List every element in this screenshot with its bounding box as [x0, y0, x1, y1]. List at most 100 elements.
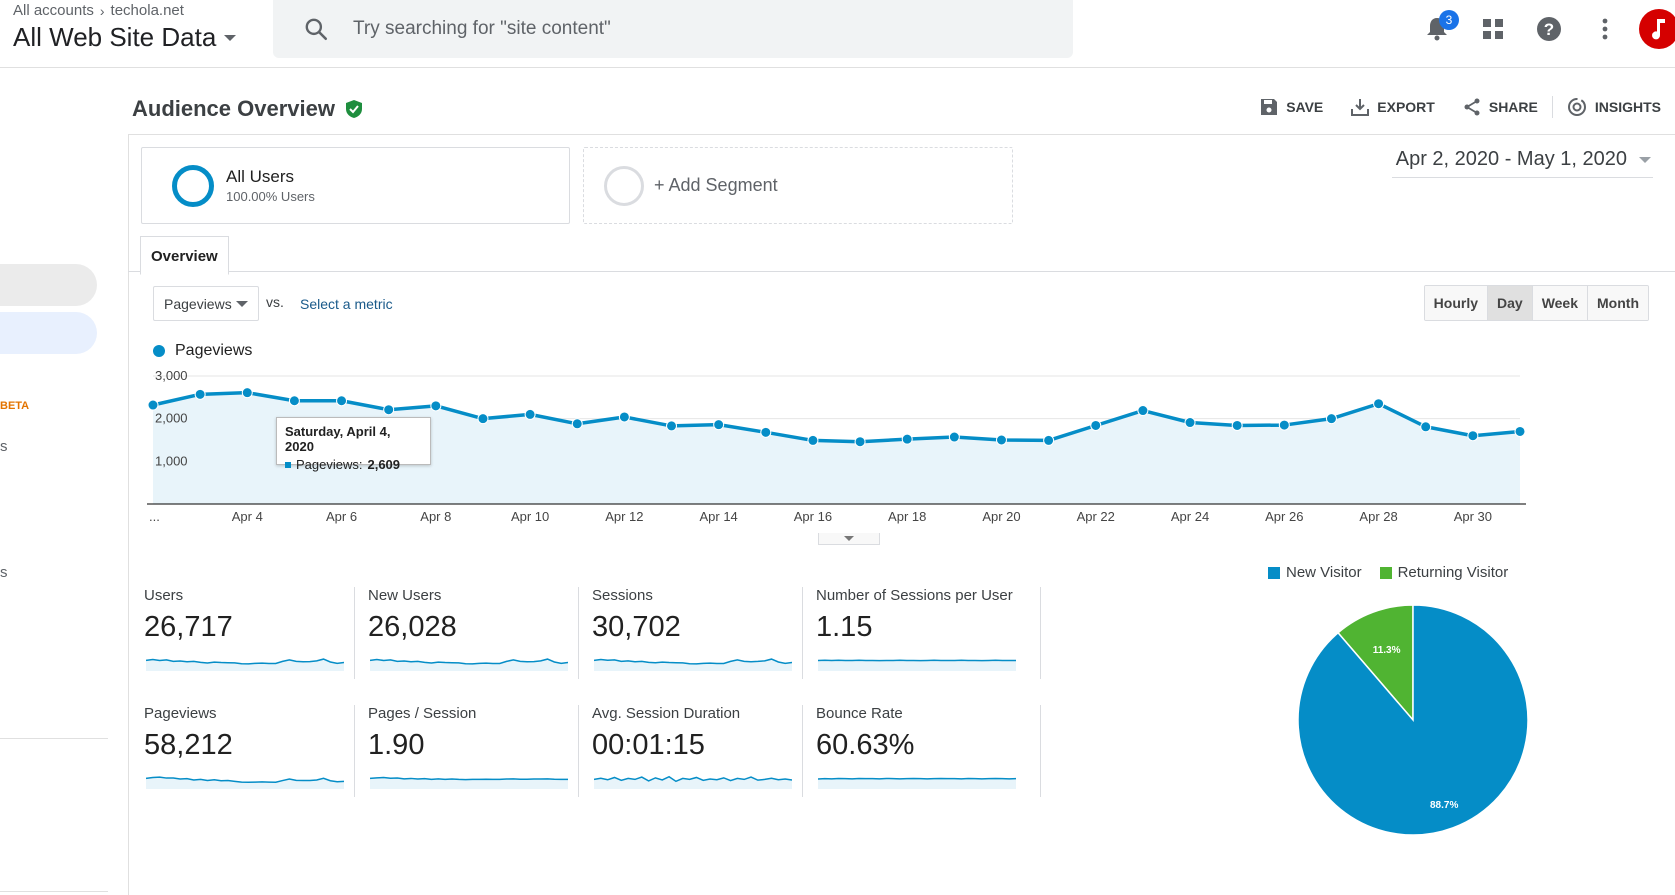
- help-button[interactable]: ?: [1521, 1, 1577, 57]
- x-tick-label: Apr 8: [420, 509, 451, 524]
- add-segment-label: + Add Segment: [654, 175, 778, 195]
- data-point[interactable]: [194, 388, 206, 400]
- caret-down-icon: [224, 34, 237, 41]
- scorecard[interactable]: Pageviews 58,212: [144, 705, 368, 795]
- data-point[interactable]: [1231, 419, 1243, 431]
- scorecard-value: 1.15: [816, 611, 873, 643]
- data-point[interactable]: [571, 418, 583, 430]
- data-point[interactable]: [1325, 413, 1337, 425]
- data-point[interactable]: [995, 434, 1007, 446]
- data-point[interactable]: [618, 411, 630, 423]
- granularity-day-button[interactable]: Day: [1488, 286, 1533, 320]
- data-point[interactable]: [383, 404, 395, 416]
- scorecard[interactable]: Users 26,717: [144, 587, 368, 677]
- more-options-button[interactable]: [1577, 1, 1633, 57]
- scorecard-name: Pageviews: [144, 705, 217, 722]
- tooltip-swatch-icon: [285, 461, 291, 468]
- sparkline-area: [818, 778, 1016, 789]
- nav-item-selected[interactable]: [0, 312, 97, 354]
- legend-swatch-icon: [1268, 566, 1280, 579]
- scorecard[interactable]: Bounce Rate 60.63%: [816, 705, 1040, 795]
- scorecard-divider: [354, 705, 355, 797]
- data-point[interactable]: [1137, 405, 1149, 417]
- data-point[interactable]: [1184, 417, 1196, 429]
- segment-all-users[interactable]: All Users 100.00% Users: [141, 147, 570, 224]
- share-icon: [1464, 98, 1480, 116]
- granularity-week-button[interactable]: Week: [1532, 286, 1589, 320]
- scorecard[interactable]: Pages / Session 1.90: [368, 705, 592, 795]
- page-title-text: Audience Overview: [132, 96, 335, 121]
- data-point[interactable]: [901, 433, 913, 445]
- sparkline-area: [818, 660, 1016, 671]
- data-point[interactable]: [666, 420, 678, 432]
- date-range-picker[interactable]: Apr 2, 2020 - May 1, 2020: [1391, 148, 1653, 178]
- pie-slice-label: 11.3%: [1373, 645, 1401, 656]
- scorecard[interactable]: Avg. Session Duration 00:01:15: [592, 705, 816, 795]
- sparkline-area: [370, 777, 568, 789]
- pie-slice[interactable]: [1336, 604, 1414, 723]
- scorecard-divider: [802, 587, 803, 679]
- share-button[interactable]: SHARE: [1449, 98, 1552, 116]
- data-point[interactable]: [1467, 430, 1479, 442]
- vs-label: vs.: [266, 294, 284, 310]
- data-point[interactable]: [713, 419, 725, 431]
- insights-button[interactable]: INSIGHTS: [1553, 97, 1675, 117]
- nav-item-partial[interactable]: s: [0, 438, 8, 455]
- date-range-value: Apr 2, 2020 - May 1, 2020: [1395, 148, 1627, 170]
- scorecard-name: Users: [144, 587, 184, 604]
- scorecard-name: Number of Sessions per User: [816, 587, 1013, 604]
- data-point[interactable]: [807, 434, 819, 446]
- export-button[interactable]: EXPORT: [1337, 98, 1449, 116]
- sparkline: [594, 658, 792, 671]
- data-point[interactable]: [288, 395, 300, 407]
- search-input[interactable]: [353, 18, 953, 40]
- avatar[interactable]: [1639, 9, 1675, 49]
- save-label: SAVE: [1286, 99, 1324, 115]
- data-point[interactable]: [241, 387, 253, 399]
- breadcrumb-account[interactable]: techola.net: [110, 2, 184, 19]
- tab-overview[interactable]: Overview: [140, 236, 229, 275]
- save-button[interactable]: SAVE: [1246, 98, 1337, 116]
- pie-slice[interactable]: [1297, 604, 1529, 836]
- x-tick-label: Apr 18: [888, 509, 926, 524]
- search-bar[interactable]: [273, 0, 1073, 58]
- x-tick-label: Apr 30: [1454, 509, 1492, 524]
- apps-button[interactable]: [1465, 1, 1521, 57]
- data-point[interactable]: [147, 399, 159, 411]
- scorecard[interactable]: New Users 26,028: [368, 587, 592, 677]
- data-point[interactable]: [524, 408, 536, 420]
- sparkline-line: [370, 658, 568, 665]
- data-point[interactable]: [1373, 398, 1385, 410]
- granularity-hourly-button[interactable]: Hourly: [1424, 286, 1488, 320]
- scorecard[interactable]: Sessions 30,702: [592, 587, 816, 677]
- data-point[interactable]: [477, 413, 489, 425]
- collapse-chart-toggle[interactable]: [818, 533, 880, 545]
- nav-item-partial[interactable]: s: [0, 564, 8, 581]
- data-point[interactable]: [948, 431, 960, 443]
- data-point[interactable]: [336, 395, 348, 407]
- empty-segment-ring-icon: [604, 165, 644, 206]
- add-segment-button[interactable]: + Add Segment: [583, 147, 1013, 224]
- data-point[interactable]: [1278, 419, 1290, 431]
- select-metric-link[interactable]: Select a metric: [300, 296, 393, 312]
- data-point[interactable]: [1090, 419, 1102, 431]
- scorecard-name: Avg. Session Duration: [592, 705, 741, 722]
- metric-dropdown[interactable]: Pageviews: [153, 286, 259, 321]
- breadcrumb-root[interactable]: All accounts: [13, 2, 94, 19]
- data-point[interactable]: [1043, 434, 1055, 446]
- data-point[interactable]: [854, 436, 866, 448]
- sparkline-line: [594, 658, 792, 665]
- scorecard-name: Bounce Rate: [816, 705, 903, 722]
- x-tick-label: Apr 22: [1077, 509, 1115, 524]
- granularity-month-button[interactable]: Month: [1588, 286, 1648, 320]
- nav-item-hover[interactable]: [0, 264, 97, 306]
- export-label: EXPORT: [1377, 99, 1435, 115]
- data-point[interactable]: [1514, 425, 1526, 437]
- notifications-button[interactable]: 3: [1409, 1, 1465, 57]
- share-label: SHARE: [1488, 99, 1538, 115]
- data-point[interactable]: [1420, 421, 1432, 433]
- view-selector[interactable]: All Web Site Data: [13, 22, 237, 53]
- data-point[interactable]: [760, 426, 772, 438]
- data-point[interactable]: [430, 400, 442, 412]
- scorecard[interactable]: Number of Sessions per User 1.15: [816, 587, 1040, 677]
